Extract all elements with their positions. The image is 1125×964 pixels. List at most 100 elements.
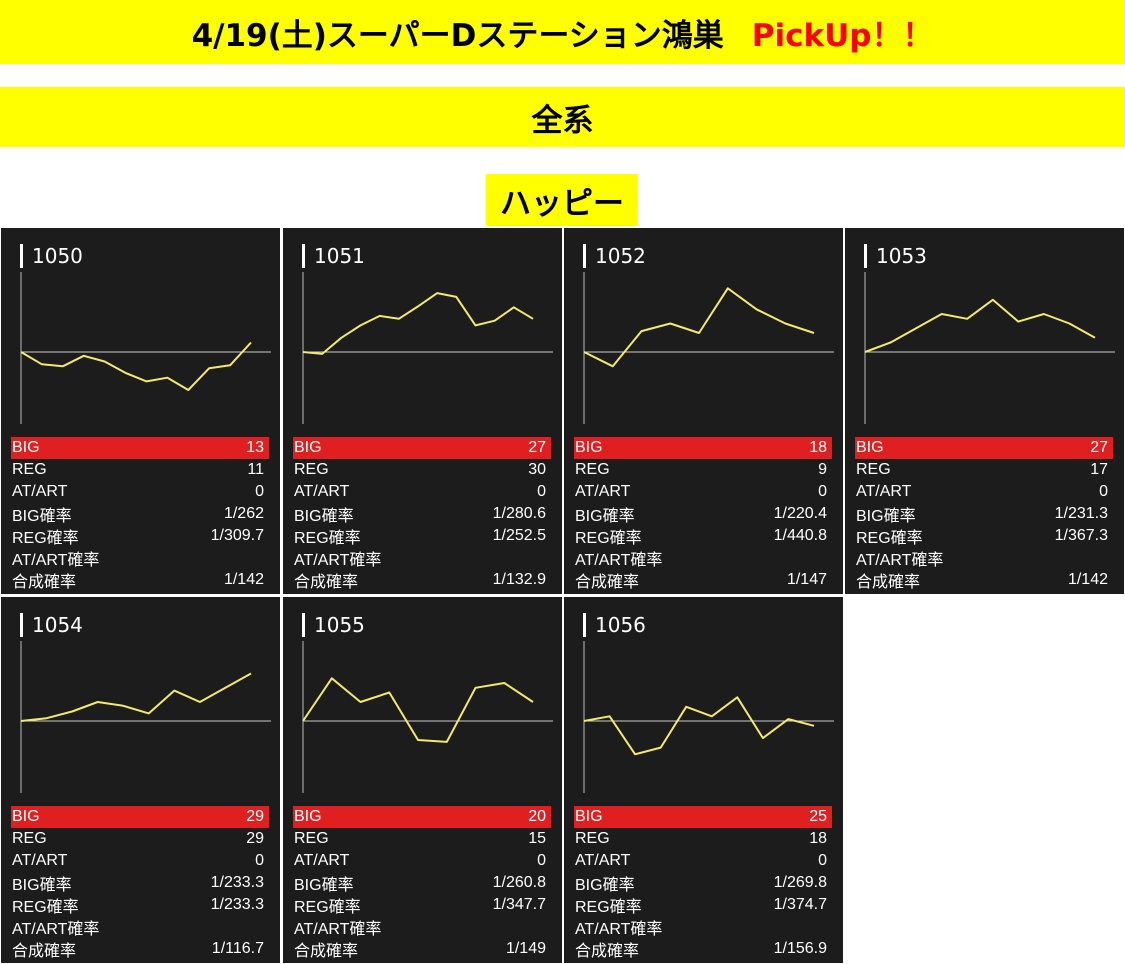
machine-number: 1055: [302, 613, 365, 637]
stat-value: 1/149: [505, 940, 546, 957]
stat-label: AT/ART確率: [12, 552, 100, 569]
stat-value: 1/269.8: [773, 874, 827, 891]
stat-value: 1/233.3: [210, 874, 264, 891]
machine-number: 1056: [583, 613, 646, 637]
stat-row-big-rate: BIG確率 1/262: [11, 503, 269, 525]
stat-row-reg: REG 29: [11, 828, 269, 850]
stat-row-at-rate: AT/ART確率: [574, 547, 832, 569]
stat-label: AT/ART確率: [294, 552, 382, 569]
stat-label: 合成確率: [294, 943, 359, 960]
slump-graph: [20, 641, 271, 793]
stat-label: AT/ART: [575, 483, 631, 500]
stat-value: 1/280.6: [492, 505, 546, 522]
stat-value: 0: [537, 483, 546, 500]
stat-row-at-rate: AT/ART確率: [11, 547, 269, 569]
series-line: [302, 292, 534, 355]
machine-number: 1052: [583, 244, 646, 268]
stat-label: BIG確率: [575, 877, 635, 894]
stat-row-at-rate: AT/ART確率: [855, 547, 1113, 569]
slump-graph: [864, 272, 1115, 424]
stats-table: BIG 13 REG 11 AT/ART 0 BIG確率 1/262 REG確率 1/309.7 A…: [11, 437, 269, 591]
stat-value: 30: [528, 461, 546, 478]
machine-panel: 1050 BIG 13 REG 11 AT/ART 0 BIG確率 1/262 REG確率 1/30…: [1, 228, 280, 594]
machine-panel: 1052 BIG 18 REG 9 AT/ART 0 BIG確率 1/220.4 REG確率 1/4…: [564, 228, 843, 594]
slump-graph: [302, 641, 553, 793]
stat-value: 1/260.8: [492, 874, 546, 891]
stat-row-big: BIG 20: [293, 806, 551, 828]
stat-row-at-rate: AT/ART確率: [293, 547, 551, 569]
stat-value: 29: [246, 808, 264, 825]
stat-row-total-rate: 合成確率 1/142: [11, 569, 269, 591]
stat-row-reg-rate: REG確率 1/252.5: [293, 525, 551, 547]
stat-label: BIG: [575, 439, 603, 456]
stat-value: 0: [818, 852, 827, 869]
stat-value: 1/132.9: [492, 571, 546, 588]
stat-label: REG: [12, 461, 47, 478]
stat-value: 27: [1090, 439, 1108, 456]
subtitle-banner: 全系: [0, 87, 1125, 147]
slump-graph: [583, 641, 834, 793]
stat-row-reg: REG 17: [855, 459, 1113, 481]
stat-value: 29: [246, 830, 264, 847]
stat-label: BIG確率: [856, 508, 916, 525]
machine-number: 1051: [302, 244, 365, 268]
stats-table: BIG 20 REG 15 AT/ART 0 BIG確率 1/260.8 REG確率 1/347.…: [293, 806, 551, 960]
stat-row-big: BIG 29: [11, 806, 269, 828]
stat-row-big-rate: BIG確率 1/220.4: [574, 503, 832, 525]
stat-row-reg-rate: REG確率 1/347.7: [293, 894, 551, 916]
stat-value: 0: [537, 852, 546, 869]
stat-row-reg-rate: REG確率 1/374.7: [574, 894, 832, 916]
stat-row-reg-rate: REG確率 1/440.8: [574, 525, 832, 547]
stat-value: 15: [528, 830, 546, 847]
stat-row-at-rate: AT/ART確率: [574, 916, 832, 938]
stat-value: 0: [1099, 483, 1108, 500]
stat-row-big-rate: BIG確率 1/280.6: [293, 503, 551, 525]
stat-row-reg: REG 18: [574, 828, 832, 850]
stat-value: 1/156.9: [773, 940, 827, 957]
stat-label: BIG: [856, 439, 884, 456]
stat-row-big: BIG 13: [11, 437, 269, 459]
series-line: [302, 677, 534, 743]
stat-label: AT/ART: [12, 852, 68, 869]
stat-label: AT/ART確率: [856, 552, 944, 569]
machine-panel: 1051 BIG 27 REG 30 AT/ART 0 BIG確率 1/280.6 REG確率 1/…: [283, 228, 562, 594]
stat-value: 1/309.7: [210, 527, 264, 544]
stat-row-reg: REG 11: [11, 459, 269, 481]
stat-value: 13: [246, 439, 264, 456]
machine-panel: 1053 BIG 27 REG 17 AT/ART 0 BIG確率 1/231.3 REG確率 1/…: [845, 228, 1124, 594]
stat-label: REG確率: [575, 530, 642, 547]
slump-graph: [583, 272, 834, 424]
stat-label: 合成確率: [12, 943, 77, 960]
stat-label: BIG確率: [12, 877, 72, 894]
machine-number: 1053: [864, 244, 927, 268]
stat-label: AT/ART: [575, 852, 631, 869]
stat-label: REG確率: [575, 899, 642, 916]
stats-table: BIG 27 REG 30 AT/ART 0 BIG確率 1/280.6 REG確率 1/252.…: [293, 437, 551, 591]
stat-row-big: BIG 27: [293, 437, 551, 459]
stat-row-at: AT/ART 0: [11, 850, 269, 872]
stat-label: REG確率: [856, 530, 923, 547]
stat-label: BIG確率: [12, 508, 72, 525]
stat-label: BIG: [12, 439, 40, 456]
stat-row-reg-rate: REG確率 1/367.3: [855, 525, 1113, 547]
stat-value: 1/147: [786, 571, 827, 588]
page-title: 4/19(土)スーパーDステーション鴻巣: [191, 17, 724, 54]
stat-value: 1/233.3: [210, 896, 264, 913]
stat-label: REG: [575, 830, 610, 847]
stat-row-big-rate: BIG確率 1/231.3: [855, 503, 1113, 525]
stat-value: 27: [528, 439, 546, 456]
stat-label: REG: [575, 461, 610, 478]
stat-label: BIG: [294, 439, 322, 456]
stat-row-big: BIG 18: [574, 437, 832, 459]
stat-value: 0: [255, 483, 264, 500]
stat-label: 合成確率: [575, 943, 640, 960]
slump-graph: [302, 272, 553, 424]
stats-table: BIG 29 REG 29 AT/ART 0 BIG確率 1/233.3 REG確率 1/233.…: [11, 806, 269, 960]
stat-label: BIG確率: [294, 877, 354, 894]
header-banner: 4/19(土)スーパーDステーション鴻巣 PickUp！！: [0, 0, 1125, 64]
stat-row-total-rate: 合成確率 1/156.9: [574, 938, 832, 960]
machine-number: 1050: [20, 244, 83, 268]
series-line: [20, 341, 252, 391]
stat-row-at: AT/ART 0: [574, 850, 832, 872]
stat-row-at-rate: AT/ART確率: [11, 916, 269, 938]
